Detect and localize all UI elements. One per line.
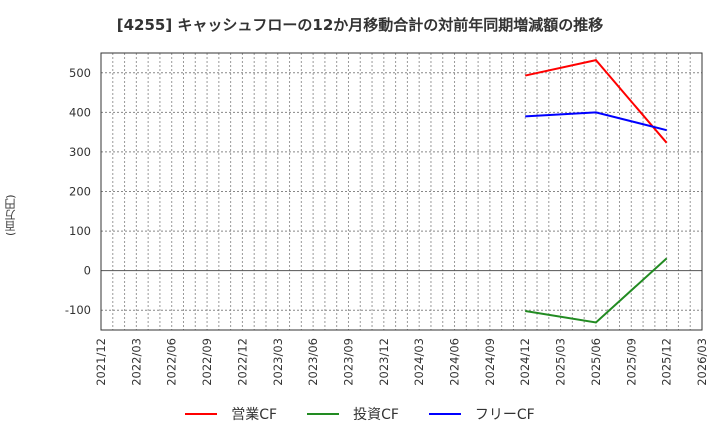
svg-text:0: 0 — [84, 264, 91, 278]
series-line — [525, 111, 667, 132]
svg-text:2021/12: 2021/12 — [94, 338, 108, 386]
legend-item-free-cf: フリーCF — [428, 404, 535, 424]
svg-text:2023/12: 2023/12 — [377, 338, 391, 386]
legend-swatch-icon — [428, 413, 461, 415]
svg-text:2025/09: 2025/09 — [624, 338, 638, 386]
legend: 営業CF 投資CF フリーCF — [0, 404, 720, 424]
plot-area-border — [100, 52, 703, 331]
svg-text:400: 400 — [69, 105, 91, 119]
svg-text:2026/03: 2026/03 — [695, 338, 709, 386]
svg-text:2023/06: 2023/06 — [306, 338, 320, 386]
x-axis-ticks: 2021/12 2022/03 2022/06 2022/09 2022/12 2023/… — [94, 338, 709, 386]
legend-swatch-icon — [307, 413, 340, 415]
svg-text:2022/03: 2022/03 — [129, 338, 143, 386]
legend-label: フリーCF — [474, 407, 535, 423]
data-series — [525, 59, 668, 324]
series-line — [525, 59, 668, 144]
series-line — [525, 257, 668, 324]
legend-item-operating-cf: 営業CF — [185, 404, 277, 424]
svg-text:2025/06: 2025/06 — [589, 338, 603, 386]
svg-text:2024/06: 2024/06 — [448, 338, 462, 386]
svg-text:2022/09: 2022/09 — [200, 338, 214, 386]
svg-text:-100: -100 — [65, 303, 91, 317]
svg-text:2024/03: 2024/03 — [412, 338, 426, 386]
svg-text:100: 100 — [69, 224, 91, 238]
y-axis-ticks: -100 0 100 200 300 400 500 — [65, 66, 91, 317]
legend-label: 営業CF — [231, 407, 278, 423]
svg-text:500: 500 — [69, 66, 91, 80]
svg-text:2025/12: 2025/12 — [660, 338, 674, 386]
svg-text:200: 200 — [69, 185, 91, 199]
svg-text:2024/09: 2024/09 — [483, 338, 497, 386]
svg-text:2025/03: 2025/03 — [554, 338, 568, 386]
svg-text:2022/06: 2022/06 — [165, 338, 179, 386]
svg-text:2023/03: 2023/03 — [271, 338, 285, 386]
legend-item-investing-cf: 投資CF — [307, 404, 399, 424]
chart-title: [4255] キャッシュフローの12か月移動合計の対前年同期増減額の推移 — [116, 16, 604, 34]
svg-text:2024/12: 2024/12 — [518, 338, 532, 386]
svg-text:2023/09: 2023/09 — [341, 338, 355, 386]
svg-text:300: 300 — [69, 145, 91, 159]
legend-swatch-icon — [185, 413, 218, 415]
grid-lines — [101, 53, 702, 330]
legend-label: 投資CF — [353, 407, 399, 423]
svg-text:2022/12: 2022/12 — [235, 338, 249, 386]
